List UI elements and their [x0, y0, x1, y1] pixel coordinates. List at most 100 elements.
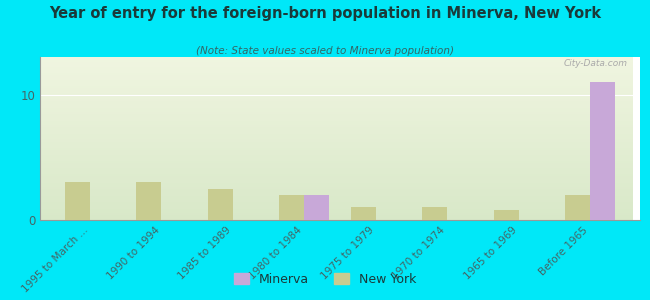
Bar: [590, 82, 615, 220]
Bar: [40, 150, 633, 152]
Bar: [40, 72, 633, 73]
Bar: [40, 143, 633, 145]
Bar: [40, 124, 633, 125]
Bar: [40, 207, 633, 208]
Bar: [40, 218, 633, 220]
Bar: [40, 91, 633, 93]
Bar: [304, 195, 330, 220]
Bar: [40, 171, 633, 173]
Bar: [40, 137, 633, 139]
Bar: [40, 173, 633, 174]
Bar: [40, 202, 633, 204]
Bar: [493, 210, 519, 220]
Bar: [208, 189, 233, 220]
Bar: [40, 70, 633, 72]
Bar: [40, 181, 633, 182]
Bar: [40, 145, 633, 147]
Bar: [40, 90, 633, 91]
Bar: [40, 158, 633, 160]
Bar: [40, 99, 633, 101]
Bar: [40, 142, 633, 143]
Bar: [40, 68, 633, 70]
Bar: [40, 127, 633, 129]
Bar: [40, 148, 633, 150]
Bar: [40, 197, 633, 199]
Bar: [40, 73, 633, 75]
Bar: [40, 155, 633, 156]
Bar: [40, 156, 633, 158]
Bar: [40, 112, 633, 114]
Bar: [40, 106, 633, 107]
Bar: [40, 96, 633, 98]
Bar: [40, 163, 633, 165]
Bar: [40, 132, 633, 134]
Bar: [65, 182, 90, 220]
Bar: [40, 200, 633, 202]
Bar: [40, 86, 633, 88]
Bar: [40, 214, 633, 215]
Bar: [40, 176, 633, 178]
Bar: [40, 210, 633, 212]
Bar: [40, 80, 633, 81]
Bar: [40, 184, 633, 186]
Bar: [40, 192, 633, 194]
Bar: [40, 119, 633, 121]
Bar: [40, 208, 633, 210]
Bar: [40, 161, 633, 163]
Bar: [40, 166, 633, 168]
Text: Year of entry for the foreign-born population in Minerva, New York: Year of entry for the foreign-born popul…: [49, 6, 601, 21]
Bar: [40, 191, 633, 192]
Bar: [40, 196, 633, 197]
Bar: [40, 101, 633, 103]
Bar: [40, 215, 633, 217]
Bar: [40, 111, 633, 112]
Bar: [40, 98, 633, 99]
Bar: [40, 152, 633, 153]
Bar: [40, 57, 633, 58]
Bar: [280, 195, 304, 220]
Bar: [40, 140, 633, 142]
Bar: [40, 160, 633, 161]
Bar: [40, 114, 633, 116]
Bar: [40, 179, 633, 181]
Bar: [40, 165, 633, 166]
Bar: [40, 104, 633, 106]
Bar: [40, 139, 633, 140]
Bar: [40, 199, 633, 200]
Bar: [40, 109, 633, 111]
Bar: [136, 182, 161, 220]
Bar: [40, 67, 633, 68]
Bar: [40, 78, 633, 80]
Text: City-Data.com: City-Data.com: [564, 58, 628, 68]
Bar: [40, 121, 633, 122]
Bar: [40, 204, 633, 205]
Bar: [40, 88, 633, 90]
Bar: [40, 65, 633, 67]
Bar: [40, 83, 633, 85]
Bar: [40, 116, 633, 117]
Bar: [422, 208, 447, 220]
Bar: [40, 169, 633, 171]
Text: (Note: State values scaled to Minerva population): (Note: State values scaled to Minerva po…: [196, 46, 454, 56]
Bar: [40, 122, 633, 124]
Bar: [40, 174, 633, 176]
Bar: [40, 217, 633, 218]
Bar: [40, 194, 633, 196]
Bar: [40, 182, 633, 184]
Bar: [40, 60, 633, 62]
Bar: [40, 186, 633, 188]
Bar: [40, 85, 633, 86]
Bar: [40, 93, 633, 94]
Bar: [40, 117, 633, 119]
Bar: [40, 107, 633, 109]
Bar: [40, 188, 633, 189]
Bar: [40, 205, 633, 207]
Bar: [40, 153, 633, 155]
Bar: [40, 134, 633, 135]
Bar: [351, 208, 376, 220]
Bar: [40, 58, 633, 60]
Bar: [40, 130, 633, 132]
Bar: [40, 94, 633, 96]
Bar: [565, 195, 590, 220]
Bar: [40, 64, 633, 65]
